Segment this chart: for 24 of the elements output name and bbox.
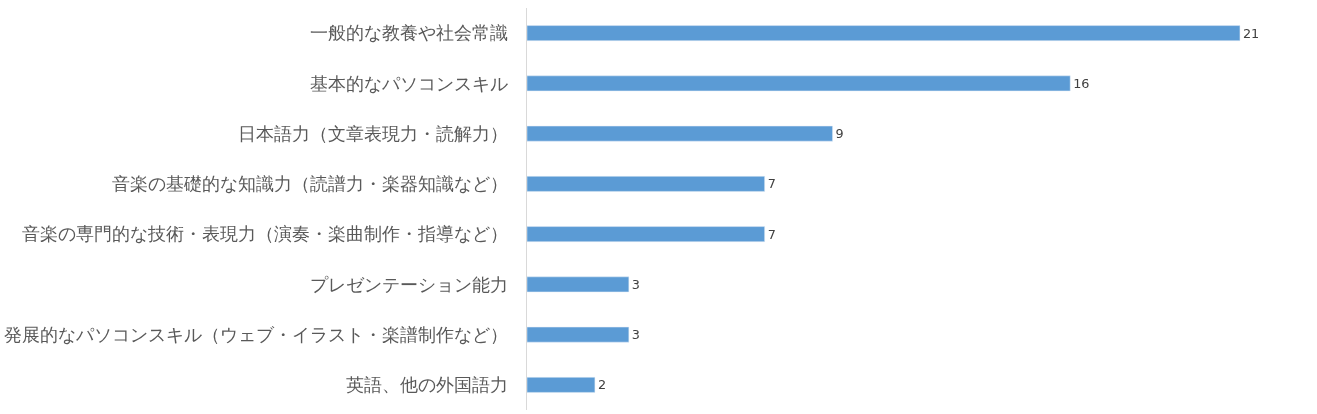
y-tick-label: 基本的なパソコンスキル <box>310 72 509 94</box>
data-label: 2 <box>597 377 607 393</box>
bar <box>527 176 765 192</box>
bar <box>527 125 833 142</box>
data-label: 7 <box>767 176 776 192</box>
y-tick-label: 音楽の基礎的な知識力（読譜力・楽器知識など） <box>112 173 509 195</box>
y-tick-label: 音楽の専門的な技術・表現力（演奏・楽曲制作・指導など） <box>22 223 509 245</box>
bar <box>527 75 1071 92</box>
y-tick-label: 英語、他の外国語力 <box>346 374 509 396</box>
bar <box>527 226 765 242</box>
data-label: 7 <box>767 226 776 242</box>
data-label: 16 <box>1073 75 1090 91</box>
y-tick-label: 日本語力（文章表現力・読解力） <box>238 122 509 144</box>
data-label: 3 <box>631 276 641 292</box>
data-label: 9 <box>835 126 844 142</box>
y-tick-label: 一般的な教養や社会常識 <box>310 22 509 44</box>
data-label: 3 <box>631 327 641 343</box>
y-tick-label: プレゼンテーション能力 <box>310 273 509 295</box>
bar <box>527 276 630 293</box>
bar <box>527 326 630 343</box>
data-label: 21 <box>1242 25 1260 41</box>
y-tick-label: 発展的なパソコンスキル（ウェブ・イラスト・楽譜制作など） <box>4 323 509 345</box>
bar <box>527 25 1241 41</box>
bar <box>527 377 596 393</box>
